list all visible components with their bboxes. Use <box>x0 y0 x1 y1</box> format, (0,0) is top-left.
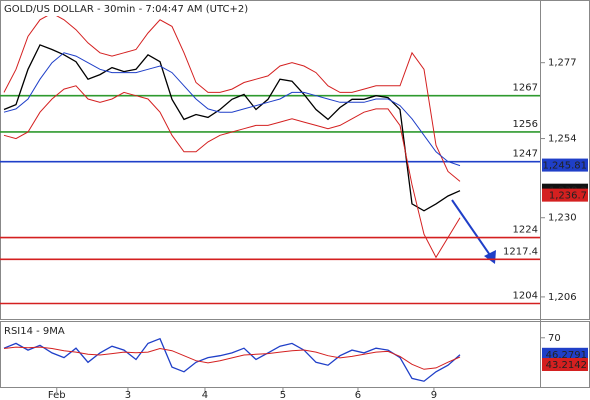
series-line <box>3 52 461 167</box>
value-box-label: 46.2791 <box>546 350 587 361</box>
chart-title: GOLD/US DOLLAR - 30min - 7:04:47 AM (UTC… <box>4 4 248 15</box>
x-tick-label: 6 <box>355 390 361 400</box>
plot-layer: 1,277 1,254 1,230 1,206 1267 1256 1247 1224 1217… <box>0 12 588 400</box>
price-box <box>542 158 588 172</box>
value-box <box>542 347 588 361</box>
forecast-arrowhead <box>484 250 496 264</box>
series-line <box>3 85 461 259</box>
price-box-label: 1,245.81 <box>542 161 587 172</box>
series-line <box>3 337 461 382</box>
x-tick-label: Feb <box>48 390 66 400</box>
value-box <box>542 357 588 371</box>
level-label: 1247 <box>513 149 538 160</box>
series-line <box>3 44 461 212</box>
main-panel <box>0 0 590 320</box>
x-tick-label: 9 <box>431 390 437 400</box>
x-tick-label: 5 <box>280 390 286 400</box>
y-tick-label: 1,254 <box>548 134 577 145</box>
y-tick-label: 1,277 <box>548 58 577 69</box>
level-label: 1256 <box>513 119 538 130</box>
level-label: 1224 <box>513 225 538 236</box>
y-tick-label: 70 <box>548 333 561 344</box>
title-bg <box>2 2 238 16</box>
x-tick-label: 4 <box>202 390 208 400</box>
level-label: 1217.4 <box>503 246 538 257</box>
series-line <box>3 12 461 182</box>
value-box-label: 43.2142 <box>546 360 587 371</box>
y-tick-label: 1,230 <box>548 213 577 224</box>
rsi-title: RSI14 - 9MA <box>4 326 65 337</box>
level-label: 1267 <box>513 83 538 94</box>
rsi-title-bg <box>2 324 72 337</box>
series-line <box>3 346 461 370</box>
forecast-arrow <box>451 199 493 259</box>
level-label: 1204 <box>513 291 538 302</box>
x-tick-label: 3 <box>125 390 131 400</box>
y-tick-label: 1,206 <box>548 292 577 303</box>
price-box-label: 1,236.7 <box>549 191 587 202</box>
price-box <box>542 188 588 202</box>
